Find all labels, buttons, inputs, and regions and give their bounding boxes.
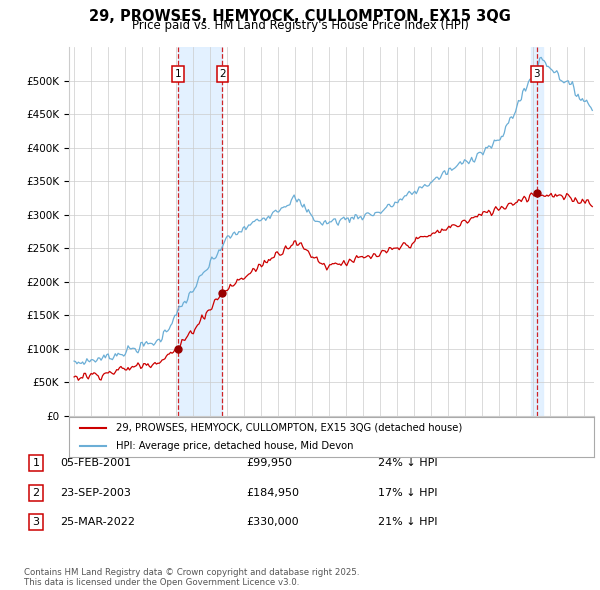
Text: 05-FEB-2001: 05-FEB-2001: [60, 458, 131, 468]
Text: 1: 1: [32, 458, 40, 468]
Text: 3: 3: [32, 517, 40, 527]
Text: £99,950: £99,950: [246, 458, 292, 468]
Text: 21% ↓ HPI: 21% ↓ HPI: [378, 517, 437, 527]
Text: Price paid vs. HM Land Registry's House Price Index (HPI): Price paid vs. HM Land Registry's House …: [131, 19, 469, 32]
Text: 17% ↓ HPI: 17% ↓ HPI: [378, 488, 437, 497]
Text: Contains HM Land Registry data © Crown copyright and database right 2025.
This d: Contains HM Land Registry data © Crown c…: [24, 568, 359, 587]
Text: 3: 3: [533, 69, 540, 79]
Text: 2: 2: [219, 69, 226, 79]
Text: 2: 2: [32, 488, 40, 497]
Text: £330,000: £330,000: [246, 517, 299, 527]
Text: 25-MAR-2022: 25-MAR-2022: [60, 517, 135, 527]
Text: 1: 1: [175, 69, 181, 79]
Bar: [531, 47, 542, 416]
Text: 23-SEP-2003: 23-SEP-2003: [60, 488, 131, 497]
Text: 29, PROWSES, HEMYOCK, CULLOMPTON, EX15 3QG: 29, PROWSES, HEMYOCK, CULLOMPTON, EX15 3…: [89, 9, 511, 24]
Text: £184,950: £184,950: [246, 488, 299, 497]
Bar: [178, 47, 223, 416]
Text: 29, PROWSES, HEMYOCK, CULLOMPTON, EX15 3QG (detached house): 29, PROWSES, HEMYOCK, CULLOMPTON, EX15 3…: [116, 423, 463, 433]
Text: 24% ↓ HPI: 24% ↓ HPI: [378, 458, 437, 468]
Text: HPI: Average price, detached house, Mid Devon: HPI: Average price, detached house, Mid …: [116, 441, 354, 451]
